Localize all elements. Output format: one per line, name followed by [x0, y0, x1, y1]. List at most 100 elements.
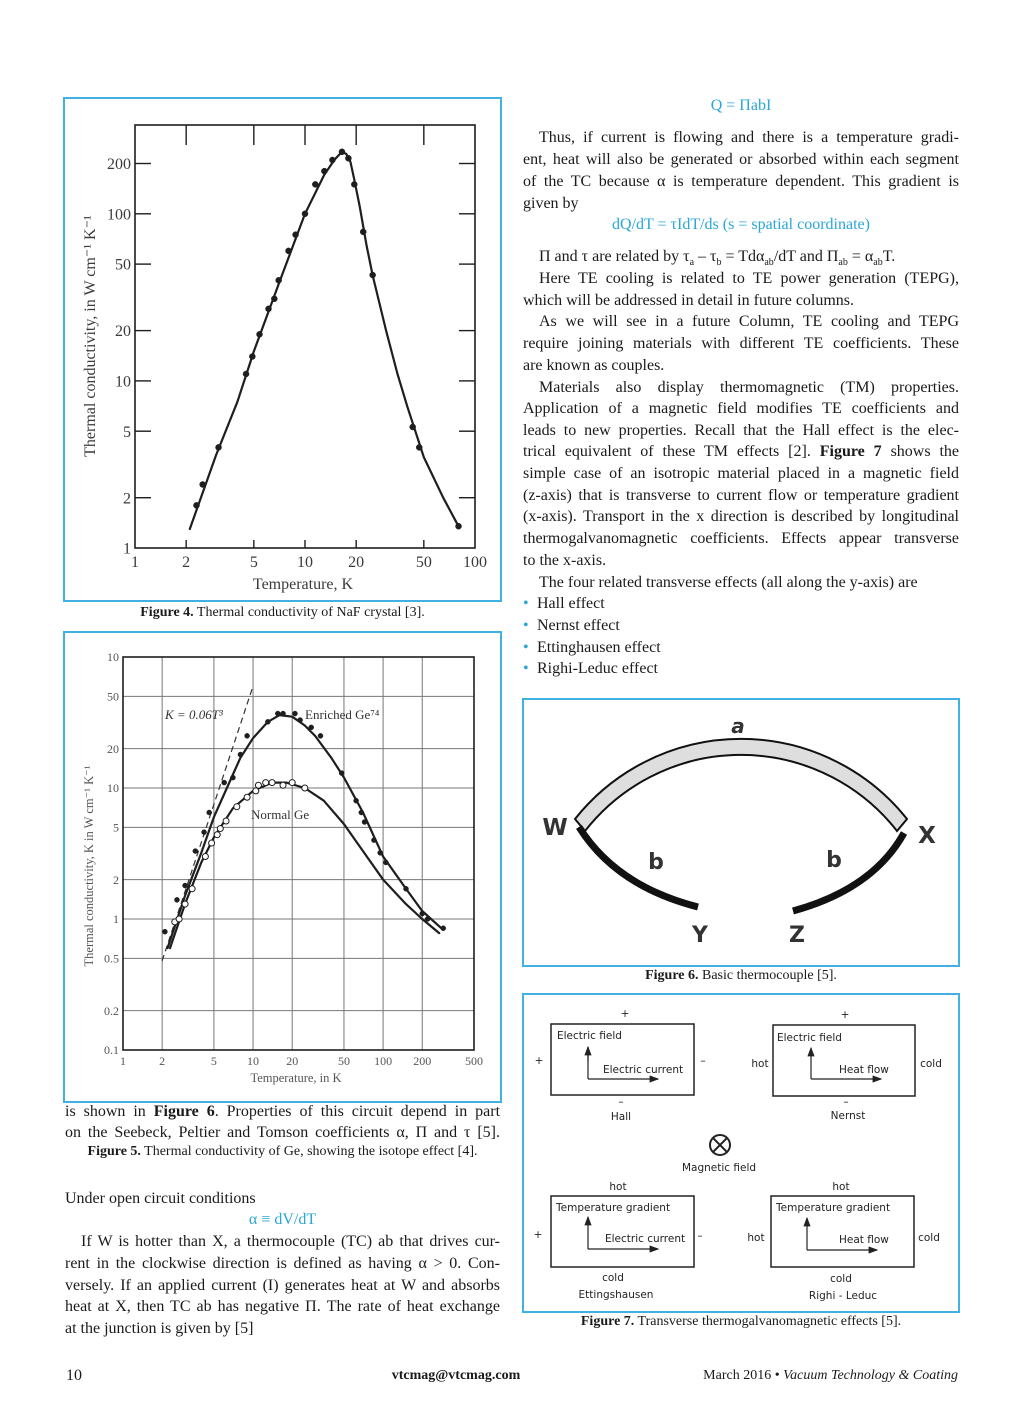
effect-name: Hall [611, 1111, 631, 1123]
data-point [275, 710, 281, 717]
relation-line: Π and τ are related by τa – τb = Tdαab/d… [523, 247, 959, 268]
data-point [249, 353, 256, 360]
figure-6: a W X b b Y Z [522, 698, 960, 967]
body-line: If W is hotter than X, a thermocouple (T… [81, 1233, 500, 1250]
equation-q: Q = ΠabI [710, 97, 772, 114]
data-point [265, 305, 272, 313]
y-tick-label: 50 [115, 257, 131, 274]
data-point [292, 231, 299, 238]
subscript: a [689, 257, 695, 268]
y-tick-label: 10 [107, 650, 119, 664]
data-point [216, 825, 224, 833]
body-line: trical equivalent of these TM effects [2… [523, 442, 959, 462]
panel-title: Electric field [777, 1032, 842, 1044]
text: shows the [890, 443, 960, 460]
y-tick-label: 20 [115, 323, 131, 340]
figure-7-caption: Figure 7. Transverse thermogalvanomagnet… [523, 1313, 959, 1331]
left-label: + [534, 1229, 543, 1241]
bullet-icon: • [523, 595, 529, 612]
annotation-fit: K = 0.06T³ [164, 707, 224, 722]
data-point [359, 228, 367, 236]
x-tick-label: 5 [211, 1054, 217, 1068]
flow-label: Electric current [605, 1233, 685, 1245]
data-point [419, 910, 425, 917]
y-tick-label: 100 [107, 206, 131, 223]
figure-ref: Figure 7 [819, 443, 882, 460]
data-point [288, 779, 296, 787]
body-line: to the x-axis. [523, 552, 607, 569]
y-tick-label: 2 [113, 873, 119, 887]
text: . Properties of this circuit depend in p… [214, 1103, 501, 1120]
data-point [301, 784, 309, 792]
label-b-right: b [826, 848, 842, 873]
data-point [371, 837, 377, 843]
nernst-effect-panel: Electric field Heat flow + hot cold – Ne… [751, 1009, 941, 1122]
y-tick-label: 10 [115, 374, 131, 391]
data-point [174, 897, 180, 903]
text: – τ [694, 248, 717, 265]
text: = Tdα [721, 248, 765, 265]
x-tick-label: 50 [416, 554, 432, 571]
x-tick-label: 2 [182, 554, 190, 571]
left-label: + [535, 1055, 544, 1067]
body-line: As we will see in a future Column, TE co… [539, 313, 959, 330]
data-point [353, 797, 359, 804]
y-tick-label: 1 [113, 912, 119, 926]
data-point [383, 859, 389, 866]
plot-frame [122, 656, 475, 1051]
data-point [338, 148, 346, 156]
data-point [409, 423, 416, 431]
data-point [230, 774, 236, 781]
figure-label: Figure 6. [645, 968, 699, 983]
body-line: versely. If an applied current (I) gener… [65, 1277, 500, 1294]
bullet-icon: • [523, 617, 529, 634]
data-point [345, 155, 352, 162]
figure-label: Figure 7. [580, 1314, 635, 1329]
data-point [361, 819, 368, 825]
body-line: (z-axis) that is transverse to current f… [523, 487, 959, 504]
x-tick-label: 100 [463, 554, 487, 571]
righi-leduc-effect-panel: Temperature gradient Heat flow hot hot c… [747, 1181, 939, 1302]
data-point [188, 885, 196, 893]
series-curve [168, 781, 441, 950]
page-number: 10 [66, 1367, 82, 1384]
y-tick-label: 200 [107, 156, 131, 173]
data-point [193, 502, 200, 509]
data-point [182, 882, 188, 889]
y-tick-label: 0.5 [104, 952, 119, 966]
body-line: given by [523, 195, 579, 212]
data-point [181, 900, 189, 908]
thermocouple-diagram: a W X b b Y Z [542, 714, 936, 948]
bullet-item: • Righi-Leduc effect [523, 659, 658, 679]
data-point [358, 809, 365, 816]
right-label: cold [920, 1058, 942, 1070]
y-tick-label: 0.1 [104, 1043, 119, 1057]
bullet-text: Ettinghausen effect [537, 639, 661, 656]
wire-b-left [576, 825, 699, 911]
figure-5-caption: Figure 5. Thermal conductivity of Ge, sh… [65, 1143, 500, 1161]
body-line: Materials also display thermomagnetic (T… [539, 379, 959, 396]
data-point [279, 781, 287, 789]
data-point [201, 829, 207, 835]
bullet-item: • Ettinghausen effect [523, 638, 661, 658]
footer-issue: March 2016 • Vacuum Technology & Coating [703, 1367, 958, 1385]
y-tick-label: 10 [107, 781, 119, 795]
data-point [377, 850, 383, 856]
label-a: a [731, 714, 745, 738]
y-tick-label: 20 [107, 742, 119, 756]
data-point [252, 787, 260, 795]
body-line: Here TE cooling is related to TE power g… [539, 270, 959, 287]
body-line: is shown in Figure 6. Properties of this… [65, 1102, 500, 1122]
text: is shown in [65, 1103, 146, 1120]
data-point [301, 210, 309, 218]
data-point [321, 167, 328, 175]
figure-4: 1 2 5 10 20 50 100 1 2 5 10 20 50 100 200 Temperature, … [63, 97, 502, 602]
flow-label: Electric current [603, 1064, 683, 1076]
label-y: Y [691, 923, 709, 948]
separator: • [774, 1368, 780, 1383]
subscript: ab [873, 257, 883, 268]
panel-title: Temperature gradient [555, 1202, 670, 1214]
figure-7: Electric field Electric current + + – – … [522, 993, 960, 1313]
effect-name: Nernst [831, 1110, 866, 1122]
body-line: are known as couples. [523, 357, 665, 374]
